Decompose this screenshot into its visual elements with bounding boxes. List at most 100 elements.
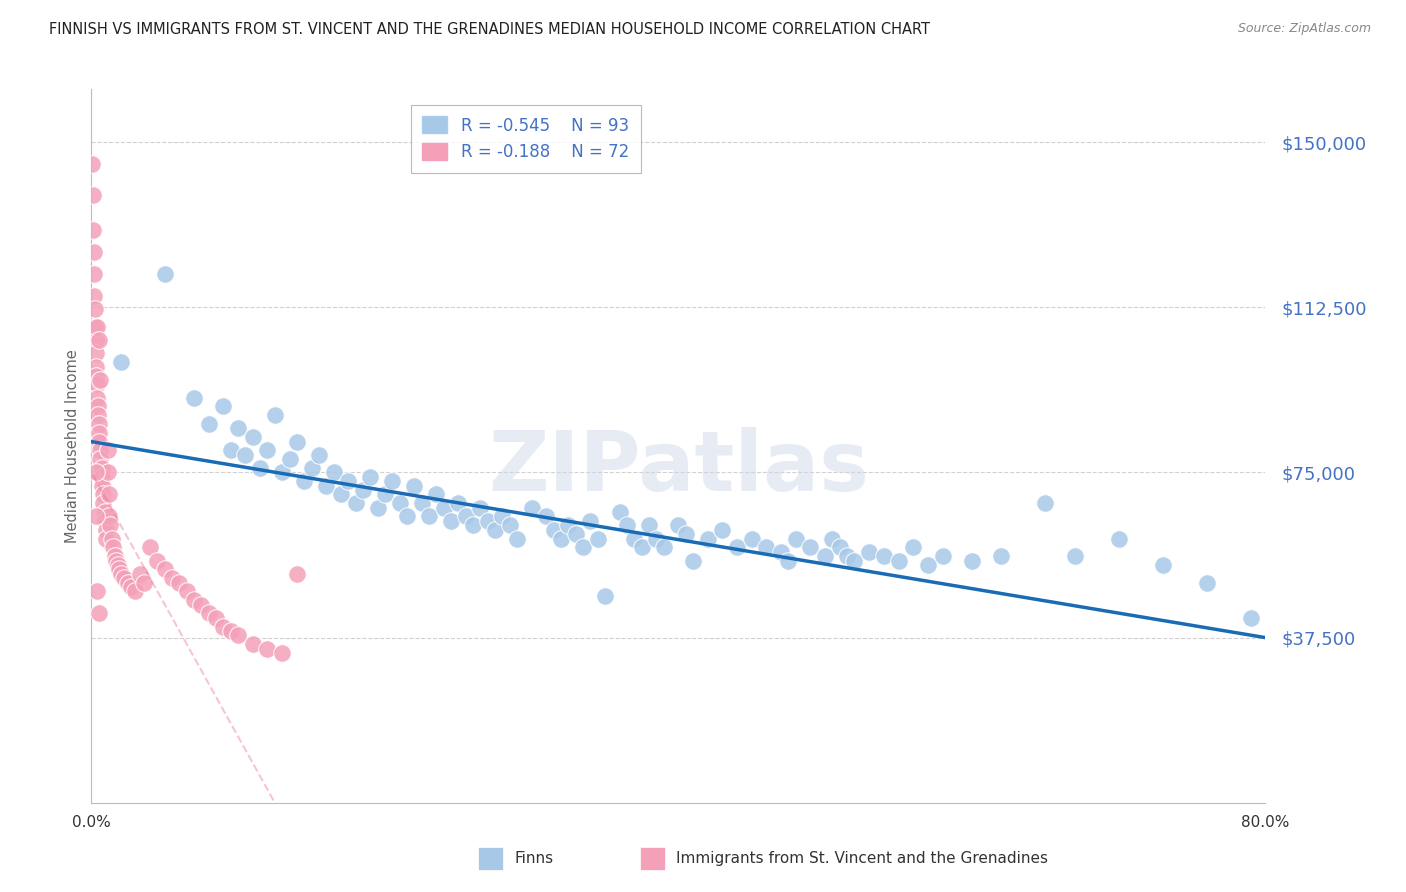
Point [86,400,108,414]
Point [873,549,896,563]
Point [263,408,285,422]
Point [98,487,121,501]
Point [381,475,404,489]
Point [86,584,108,599]
Point [256,641,278,656]
Point [828,541,851,555]
Point [134,575,156,590]
Point [86,377,108,392]
Point [484,523,506,537]
Point [682,553,704,567]
Point [98,509,121,524]
Point [814,549,837,563]
Point [785,532,807,546]
Point [84,368,107,383]
Point [609,505,631,519]
Point [359,470,381,484]
Point [84,333,107,347]
Legend: R = -0.545    N = 93, R = -0.188    N = 72: R = -0.545 N = 93, R = -0.188 N = 72 [411,104,641,173]
Point [844,553,866,567]
Text: Immigrants from St. Vincent and the Grenadines: Immigrants from St. Vincent and the Gren… [676,851,1049,866]
Point [183,391,205,405]
Point [301,461,323,475]
Point [94,523,117,537]
Point [83,267,105,281]
Point [91,496,114,510]
Point [271,646,294,660]
Point [105,553,128,567]
Point [91,478,114,492]
Point [153,562,176,576]
Point [87,417,110,431]
Point [564,527,586,541]
Point [93,514,115,528]
Point [124,584,146,599]
Point [190,598,212,612]
Point [84,359,107,374]
Point [205,611,228,625]
Point [87,333,110,347]
Point [395,509,418,524]
Point [292,475,315,489]
Point [82,188,104,202]
Point [418,509,440,524]
Point [572,541,595,555]
Point [226,628,249,642]
Point [160,571,183,585]
Point [83,245,105,260]
Point [226,421,249,435]
Point [470,500,492,515]
Point [388,496,411,510]
Point [506,532,529,546]
Point [623,532,645,546]
Point [83,289,105,303]
Point [652,541,675,555]
Point [89,452,111,467]
Point [645,532,668,546]
Point [440,514,463,528]
Point [89,373,111,387]
Point [120,580,142,594]
Point [308,448,330,462]
Point [110,355,132,369]
Point [411,496,433,510]
Point [1240,611,1263,625]
Point [242,430,264,444]
Point [176,584,198,599]
Point [96,466,118,480]
Point [432,500,454,515]
Text: Finns: Finns [515,851,554,866]
Point [593,589,616,603]
Point [1152,558,1174,572]
Point [83,302,105,317]
Point [337,475,360,489]
Point [91,487,114,501]
Point [271,466,294,480]
Point [93,505,115,519]
Point [219,443,242,458]
Point [96,443,118,458]
Point [837,549,859,563]
Point [153,267,176,281]
Point [461,518,484,533]
Point [917,558,939,572]
Point [84,346,107,360]
Point [616,518,638,533]
Point [447,496,470,510]
Point [117,575,139,590]
Text: Source: ZipAtlas.com: Source: ZipAtlas.com [1237,22,1371,36]
Point [725,541,748,555]
Point [108,562,131,576]
Text: FINNISH VS IMMIGRANTS FROM ST. VINCENT AND THE GRENADINES MEDIAN HOUSEHOLD INCOM: FINNISH VS IMMIGRANTS FROM ST. VINCENT A… [49,22,931,37]
Point [100,518,122,533]
Point [285,434,308,449]
Point [1195,575,1218,590]
Point [491,509,513,524]
Point [82,223,104,237]
Point [87,425,110,440]
Point [87,607,110,621]
Point [543,523,565,537]
Point [630,541,652,555]
Point [931,549,953,563]
Y-axis label: Median Household Income: Median Household Income [65,349,80,543]
